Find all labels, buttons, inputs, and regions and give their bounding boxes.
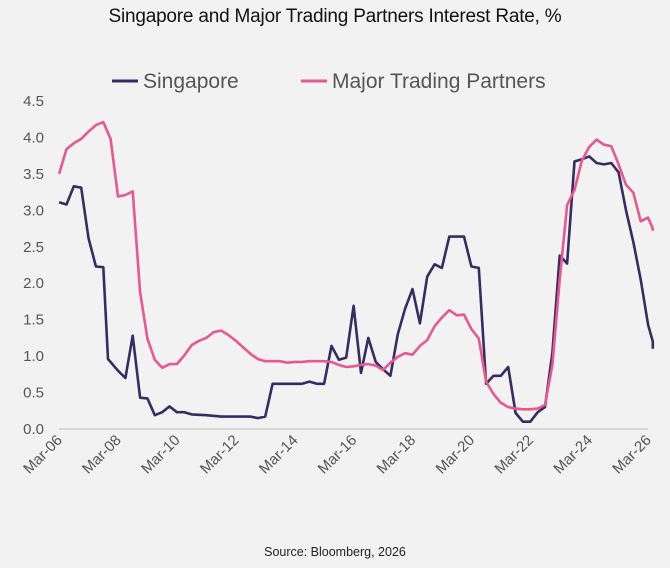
x-tick-label: Mar-14 <box>256 432 302 478</box>
series-lines <box>57 120 655 424</box>
source-note: Source: Bloomberg, 2026 <box>264 545 406 559</box>
y-tick-label: 3.0 <box>23 202 44 219</box>
y-tick-label: 2.5 <box>23 239 44 256</box>
x-tick-label: Mar-06 <box>20 432 66 478</box>
x-tick-label: Mar-08 <box>79 432 125 478</box>
series-line-singapore <box>58 155 655 424</box>
y-tick-label: 4.5 <box>23 93 44 110</box>
y-tick-label: 3.5 <box>23 166 44 183</box>
legend: Singapore Major Trading Partners <box>112 70 546 93</box>
x-tick-label: Mar-20 <box>433 432 479 478</box>
x-axis: Mar-06 Mar-08 Mar-10 Mar-12 Mar-14 Mar-16 Mar-… <box>20 428 655 478</box>
y-tick-label: 0.0 <box>23 421 44 438</box>
x-tick-label: Mar-24 <box>550 432 596 478</box>
legend-label-major-trading-partners: Major Trading Partners <box>332 70 546 93</box>
x-tick-label: Mar-26 <box>609 432 655 478</box>
y-tick-label: 1.0 <box>23 348 44 365</box>
x-tick-label: Mar-10 <box>138 432 184 478</box>
x-tick-label: Mar-22 <box>491 432 537 478</box>
chart-title: Singapore and Major Trading Partners Int… <box>108 6 562 27</box>
series-line-major-trading-partners <box>57 120 655 411</box>
legend-label-singapore: Singapore <box>143 70 239 93</box>
x-tick-label: Mar-18 <box>374 432 420 478</box>
y-axis: 0.0 0.5 1.0 1.5 2.0 2.5 3.0 3.5 4.0 4.5 <box>23 93 44 438</box>
x-tick-label: Mar-16 <box>315 432 361 478</box>
y-tick-label: 2.0 <box>23 275 44 292</box>
x-tick-label: Mar-12 <box>197 432 243 478</box>
y-tick-label: 1.5 <box>23 312 44 329</box>
y-tick-label: 0.5 <box>23 385 44 402</box>
y-tick-label: 4.0 <box>23 129 44 146</box>
